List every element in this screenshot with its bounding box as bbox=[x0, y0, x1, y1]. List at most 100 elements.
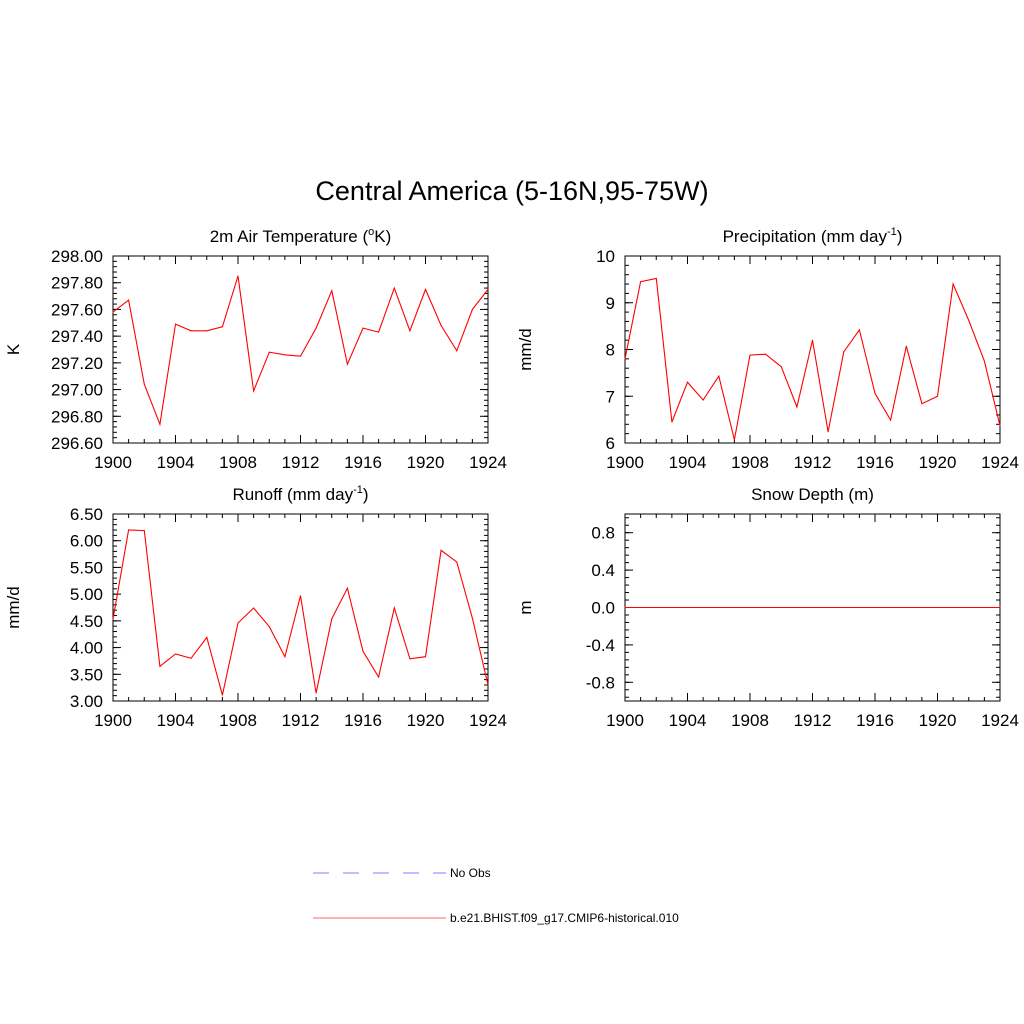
data-point bbox=[702, 607, 704, 608]
y-tick-label: 297.20 bbox=[51, 354, 103, 373]
data-point bbox=[671, 421, 673, 423]
legend-label-model: b.e21.BHIST.f09_g17.CMIP6-historical.010 bbox=[450, 911, 679, 925]
data-point bbox=[471, 308, 473, 310]
data-point bbox=[921, 403, 923, 405]
data-point bbox=[143, 383, 145, 385]
x-tick-label: 1920 bbox=[919, 711, 957, 730]
y-tick-label: -0.8 bbox=[586, 673, 615, 692]
data-point bbox=[190, 657, 192, 659]
data-point bbox=[159, 423, 161, 425]
panel-title: 2m Air Temperature (oK) bbox=[210, 226, 392, 246]
x-tick-label: 1904 bbox=[157, 711, 195, 730]
x-tick-label: 1916 bbox=[856, 453, 894, 472]
y-tick-label: 6.00 bbox=[70, 532, 103, 551]
data-point bbox=[952, 283, 954, 285]
data-point bbox=[409, 658, 411, 660]
y-tick-label: 6.50 bbox=[70, 505, 103, 524]
data-point bbox=[640, 281, 642, 283]
data-point bbox=[765, 607, 767, 608]
x-tick-label: 1924 bbox=[469, 711, 507, 730]
y-tick-label: -0.4 bbox=[586, 636, 615, 655]
data-point bbox=[640, 607, 642, 608]
data-point bbox=[671, 607, 673, 608]
data-point bbox=[921, 607, 923, 608]
x-tick-label: 1900 bbox=[94, 711, 132, 730]
y-axis-label: mm/d bbox=[4, 586, 23, 629]
x-tick-label: 1912 bbox=[282, 711, 320, 730]
data-point bbox=[362, 327, 364, 329]
data-point bbox=[749, 354, 751, 356]
y-tick-label: 4.00 bbox=[70, 639, 103, 658]
data-point bbox=[159, 665, 161, 667]
data-point bbox=[733, 439, 735, 441]
x-tick-label: 1912 bbox=[794, 453, 832, 472]
data-point bbox=[378, 676, 380, 678]
x-tick-label: 1916 bbox=[344, 711, 382, 730]
panel-air-temperature: 2m Air Temperature (oK) K 1900 1904 1908 1912… bbox=[4, 226, 507, 472]
data-point bbox=[300, 595, 301, 597]
data-point bbox=[937, 395, 938, 397]
y-axis-label: m bbox=[516, 600, 535, 614]
data-point bbox=[175, 323, 176, 325]
data-point bbox=[346, 363, 348, 365]
data-point bbox=[331, 290, 333, 292]
data-point bbox=[968, 607, 970, 608]
y-tick-label: 3.50 bbox=[70, 665, 103, 684]
data-point bbox=[999, 425, 1001, 427]
y-tick-label: 7 bbox=[606, 387, 615, 406]
x-tick-label: 1924 bbox=[981, 453, 1019, 472]
series-line bbox=[112, 529, 489, 696]
x-tick-label: 1920 bbox=[407, 453, 445, 472]
data-point bbox=[425, 288, 426, 290]
data-point bbox=[812, 607, 813, 608]
x-tick-label: 1908 bbox=[731, 453, 769, 472]
data-point bbox=[858, 607, 860, 608]
y-axis-label: mm/d bbox=[516, 328, 535, 371]
y-tick-label: 0.0 bbox=[591, 599, 615, 618]
x-tick-label: 1924 bbox=[981, 711, 1019, 730]
data-point bbox=[237, 622, 239, 624]
series-line bbox=[624, 277, 1001, 440]
legend: No Obs b.e21.BHIST.f09_g17.CMIP6-histori… bbox=[313, 866, 679, 925]
plot-frame bbox=[112, 513, 489, 702]
data-point bbox=[175, 653, 176, 655]
data-point bbox=[268, 626, 270, 628]
data-point bbox=[890, 607, 892, 608]
panel-snow-depth: Snow Depth (m) m 1900 1904 1908 1912 1916 1920 1… bbox=[516, 485, 1019, 730]
data-point bbox=[221, 694, 223, 696]
x-tick-label: 1924 bbox=[469, 453, 507, 472]
data-point bbox=[128, 529, 130, 531]
data-point bbox=[253, 390, 255, 392]
y-tick-label: 4.50 bbox=[70, 612, 103, 631]
data-point bbox=[268, 351, 270, 353]
x-tick-label: 1900 bbox=[94, 453, 132, 472]
x-tick-label: 1900 bbox=[606, 711, 644, 730]
data-point bbox=[362, 650, 364, 652]
data-point bbox=[874, 392, 876, 394]
data-point bbox=[409, 330, 411, 332]
data-point bbox=[905, 345, 907, 347]
data-point bbox=[393, 287, 395, 289]
data-point bbox=[655, 277, 657, 279]
x-tick-label: 1908 bbox=[219, 453, 257, 472]
data-point bbox=[378, 331, 380, 333]
panel-precipitation: Precipitation (mm day-1) mm/d 1900 1904 1908… bbox=[516, 226, 1019, 472]
data-point bbox=[765, 353, 767, 355]
data-point bbox=[655, 607, 657, 608]
data-point bbox=[937, 607, 938, 608]
data-point bbox=[827, 607, 829, 608]
data-point bbox=[112, 618, 114, 620]
data-point bbox=[487, 288, 489, 290]
data-point bbox=[749, 607, 751, 608]
y-tick-label: 0.4 bbox=[591, 561, 615, 580]
legend-label-obs: No Obs bbox=[450, 866, 491, 880]
panel-title: Snow Depth (m) bbox=[751, 485, 874, 504]
x-tick-label: 1904 bbox=[157, 453, 195, 472]
data-point bbox=[780, 607, 782, 608]
y-tick-label: 5.50 bbox=[70, 558, 103, 577]
y-axis-label: K bbox=[4, 343, 23, 355]
y-tick-label: 5.00 bbox=[70, 585, 103, 604]
data-point bbox=[968, 320, 970, 322]
data-point bbox=[952, 607, 954, 608]
